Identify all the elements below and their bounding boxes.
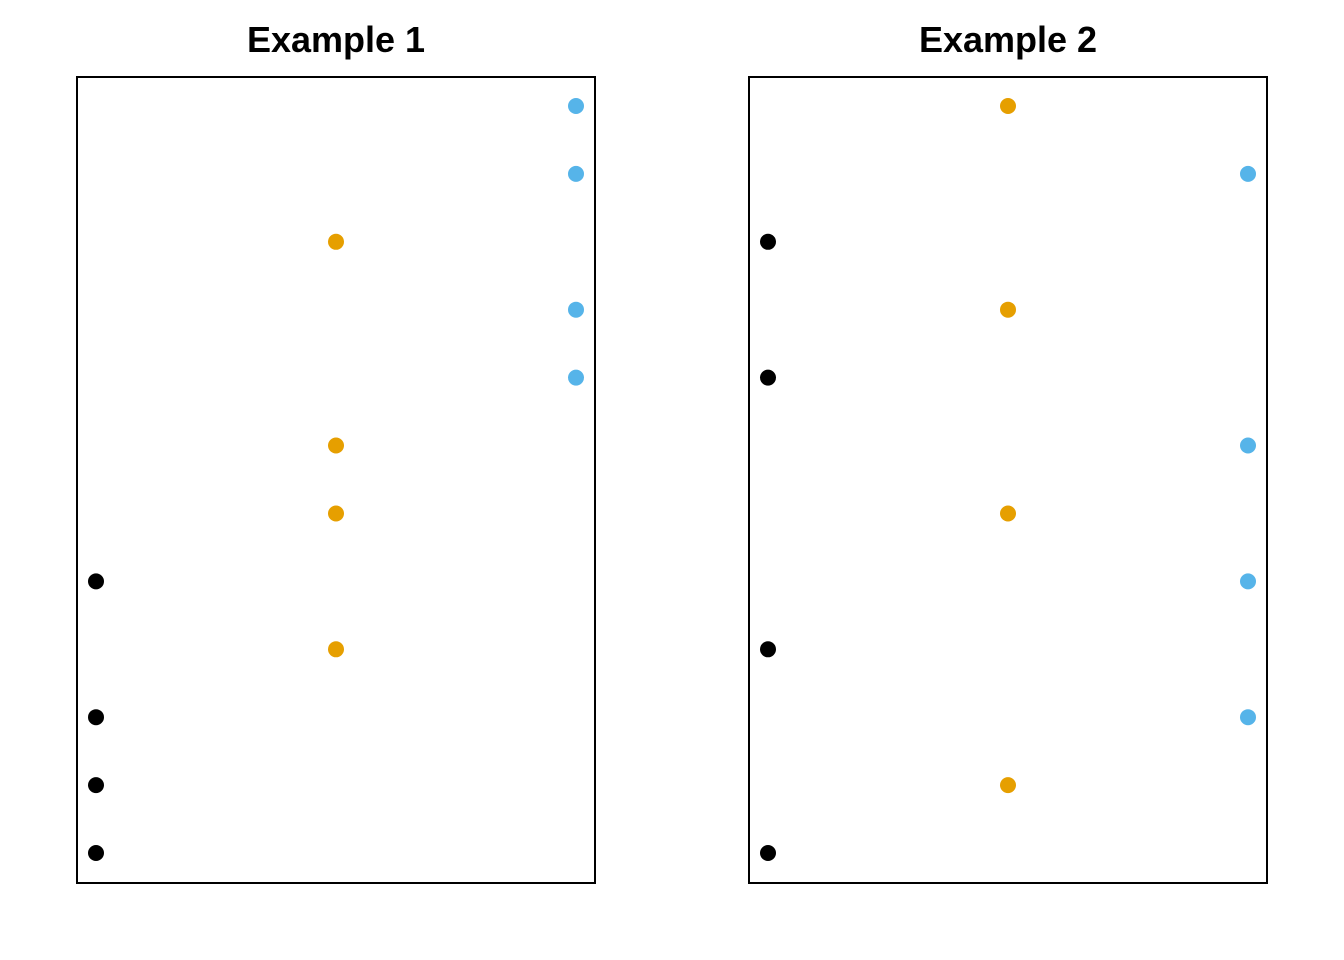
data-point bbox=[760, 845, 776, 861]
data-point bbox=[1000, 98, 1016, 114]
data-point bbox=[328, 505, 344, 522]
data-point bbox=[328, 233, 344, 250]
data-point bbox=[88, 709, 104, 726]
data-point bbox=[328, 437, 344, 454]
data-point bbox=[568, 369, 584, 386]
plot-frame bbox=[748, 76, 1268, 884]
data-point bbox=[760, 641, 776, 658]
points-layer bbox=[88, 98, 584, 861]
data-point bbox=[1000, 301, 1016, 318]
panel-title: Example 2 bbox=[919, 19, 1097, 60]
data-point bbox=[328, 641, 344, 658]
data-point bbox=[88, 845, 104, 861]
data-point bbox=[1240, 165, 1256, 182]
panel-title: Example 1 bbox=[247, 19, 425, 60]
data-point bbox=[88, 777, 104, 794]
data-point bbox=[1240, 573, 1256, 590]
data-point bbox=[88, 573, 104, 590]
panel-example-1: Example 1 bbox=[76, 19, 596, 884]
data-point bbox=[1240, 437, 1256, 454]
data-point bbox=[1000, 777, 1016, 794]
data-point bbox=[568, 301, 584, 318]
data-point bbox=[760, 369, 776, 386]
data-point bbox=[568, 98, 584, 114]
data-point bbox=[568, 165, 584, 182]
plot-frame bbox=[76, 76, 596, 884]
points-layer bbox=[760, 98, 1256, 861]
panel-example-2: Example 2 bbox=[748, 19, 1268, 884]
data-point bbox=[760, 233, 776, 250]
data-point bbox=[1240, 709, 1256, 726]
data-point bbox=[1000, 505, 1016, 522]
